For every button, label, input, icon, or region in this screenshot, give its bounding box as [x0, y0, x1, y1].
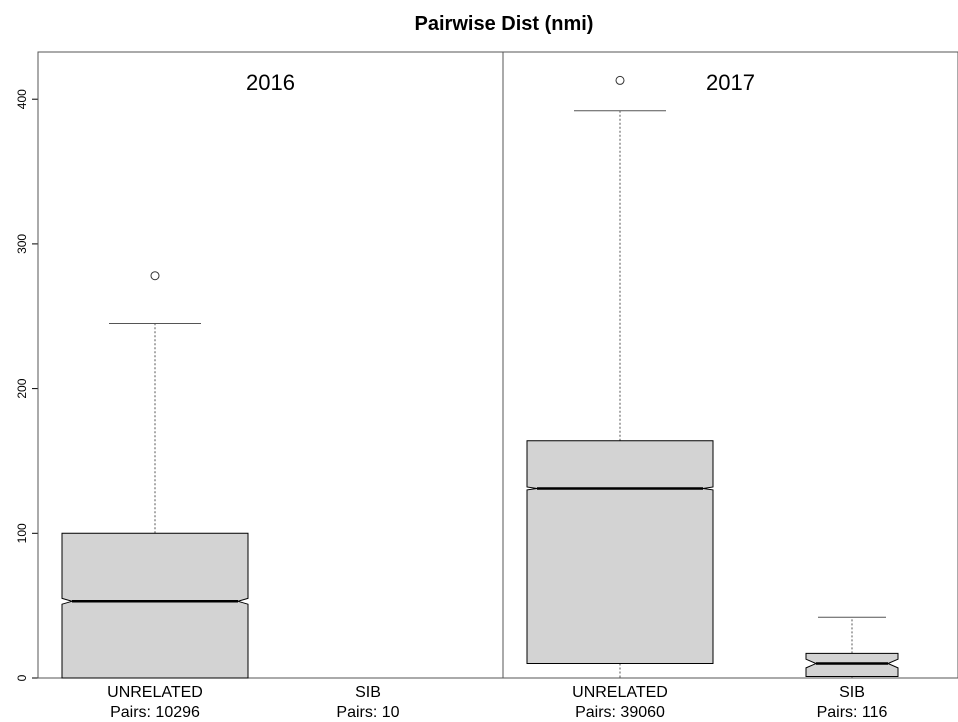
chart-title: Pairwise Dist (nmi) [415, 13, 594, 35]
box-group [526, 75, 714, 679]
box-body [805, 652, 899, 678]
box-group [61, 271, 249, 679]
y-axis: 0 100 200 300 400 [15, 89, 38, 681]
plot-border [37, 51, 958, 679]
category-name: SIB [355, 684, 381, 701]
plot-frame [37, 51, 958, 679]
y-tick-label: 300 [15, 234, 29, 254]
box-group [805, 616, 899, 679]
category-name: UNRELATED [572, 684, 668, 701]
outlier-point [150, 271, 160, 281]
y-tick-label: 200 [15, 378, 29, 398]
category-name: UNRELATED [107, 684, 203, 701]
panel-label: 2016 [246, 70, 295, 95]
category-count: Pairs: 116 [817, 704, 888, 721]
box-body [61, 532, 249, 679]
category-name: SIB [839, 684, 865, 701]
y-tick-label: 0 [15, 674, 29, 681]
panel-label: 2017 [706, 70, 755, 95]
category-count: Pairs: 10296 [110, 704, 200, 721]
category-count: Pairs: 10 [336, 704, 399, 721]
box-body [526, 440, 714, 665]
y-tick-label: 400 [15, 89, 29, 109]
outlier-point [615, 75, 625, 85]
category-labels: 2016 UNRELATED Pairs: 10296 SIB Pairs: 10 201… [107, 70, 887, 721]
y-tick-label: 100 [15, 523, 29, 543]
plot-area [61, 75, 899, 679]
category-count: Pairs: 39060 [575, 704, 665, 721]
